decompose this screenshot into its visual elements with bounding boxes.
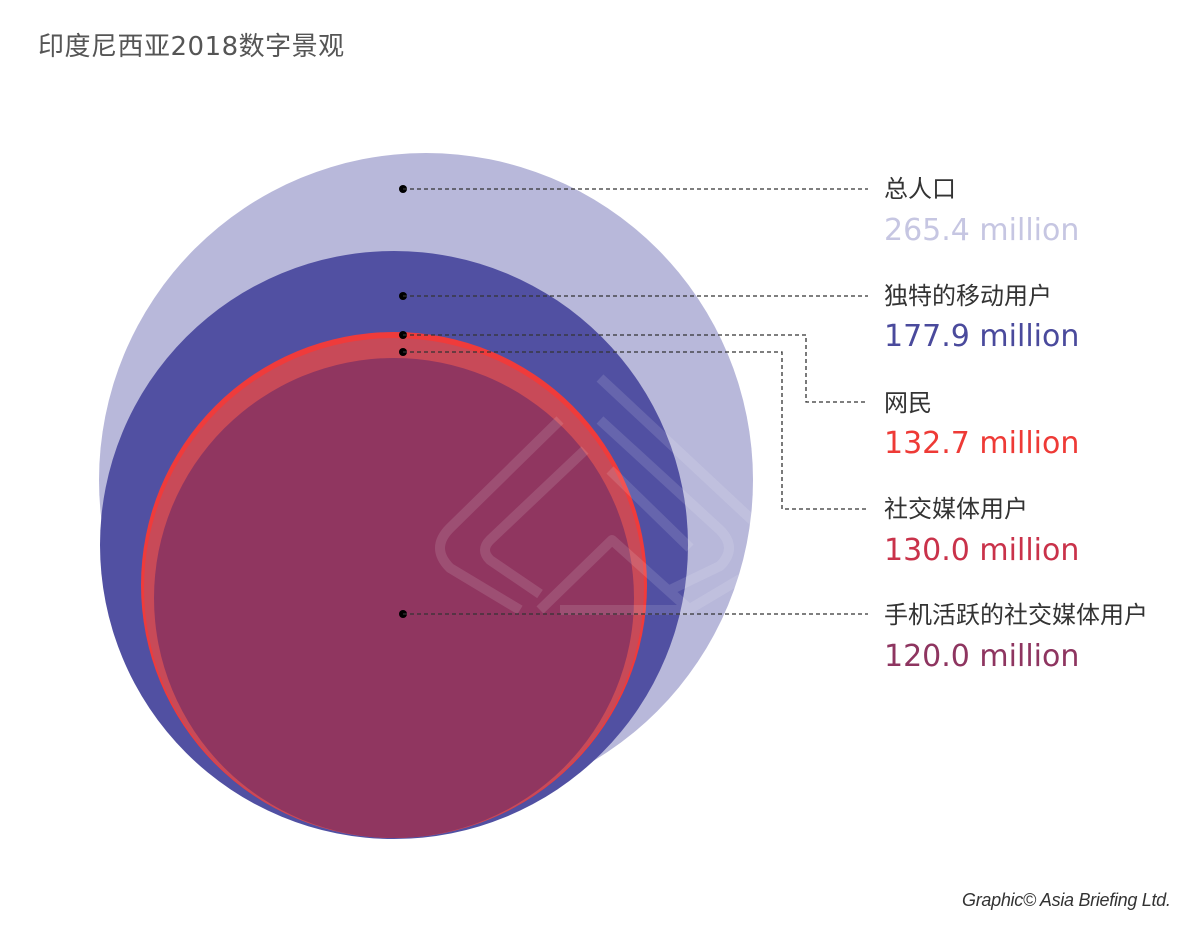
series-value-social: 130.0 million xyxy=(884,533,1079,568)
series-value-internet: 132.7 million xyxy=(884,426,1079,461)
chart-title: 印度尼西亚2018数字景观 xyxy=(38,32,345,62)
leader-line-social xyxy=(403,351,868,510)
circle-mobile-social-users xyxy=(154,358,634,838)
leader-line-internet xyxy=(403,334,868,403)
credit-text: Graphic© Asia Briefing Ltd. xyxy=(962,890,1171,910)
series-value-mobile-social: 120.0 million xyxy=(884,639,1079,674)
series-label-mobile-social: 手机活跃的社交媒体用户 xyxy=(884,601,1148,629)
series-label-social: 社交媒体用户 xyxy=(884,495,1028,523)
series-label-mobile: 独特的移动用户 xyxy=(884,282,1052,310)
watermark-logo xyxy=(435,374,771,615)
series-value-mobile: 177.9 million xyxy=(884,319,1079,354)
series-value-total: 265.4 million xyxy=(884,213,1079,248)
series-label-internet: 网民 xyxy=(884,389,932,417)
series-label-total: 总人口 xyxy=(884,175,956,203)
